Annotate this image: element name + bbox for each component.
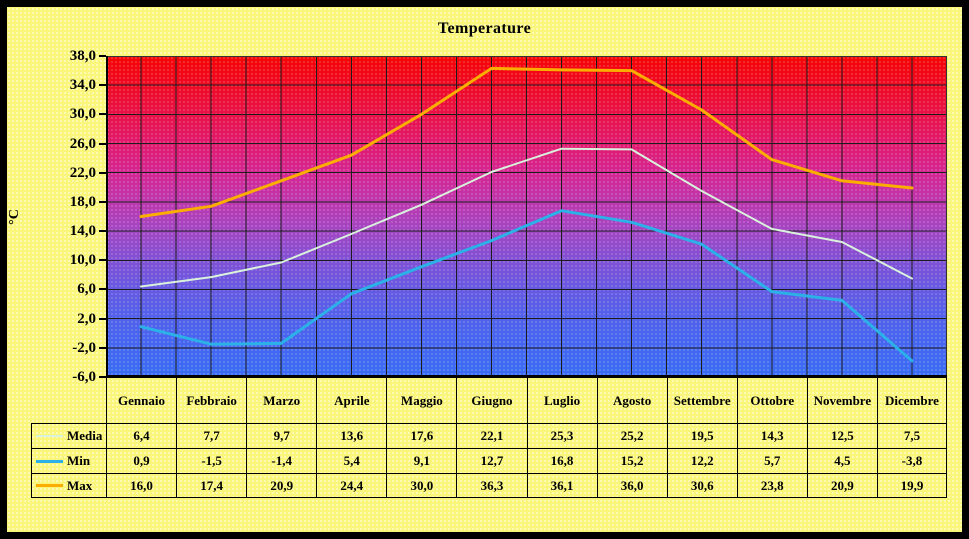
table-value-cell: 16,8 bbox=[526, 448, 597, 473]
y-tick-mark bbox=[99, 142, 106, 145]
table-value-cell: 36,1 bbox=[526, 473, 597, 498]
y-tick-mark bbox=[99, 84, 106, 87]
table-value-cell: 30,6 bbox=[666, 473, 737, 498]
month-header-cell: Aprile bbox=[316, 377, 387, 423]
table-value-cell: 25,2 bbox=[596, 423, 667, 448]
plot-area bbox=[106, 56, 947, 377]
y-tick-label: 26,0 bbox=[69, 135, 96, 152]
legend-key-media: Media bbox=[31, 423, 106, 448]
series-line-max bbox=[139, 66, 914, 218]
y-tick-label: -6,0 bbox=[72, 369, 96, 385]
y-tick-label: 30,0 bbox=[69, 106, 96, 123]
y-tick-mark bbox=[99, 288, 106, 291]
y-tick-label: 2,0 bbox=[77, 310, 96, 327]
table-corner-spacer bbox=[31, 377, 106, 423]
legend-swatch-max bbox=[36, 484, 63, 487]
data-table: Gennaio Febbraio Marzo Aprile Maggio Giugno Lu… bbox=[31, 377, 947, 498]
month-header-cell: Gennaio bbox=[106, 377, 177, 423]
table-value-cell: 19,5 bbox=[666, 423, 737, 448]
series-line-media bbox=[140, 147, 913, 288]
month-header-cell: Dicembre bbox=[876, 377, 947, 423]
table-value-cell: 24,4 bbox=[316, 473, 387, 498]
legend-key-min: Min bbox=[31, 448, 106, 473]
legend-swatch-media bbox=[36, 435, 63, 437]
legend-key-max: Max bbox=[31, 473, 106, 498]
y-tick-mark bbox=[99, 376, 106, 378]
month-header-cell: Maggio bbox=[386, 377, 457, 423]
table-value-cell: 5,7 bbox=[736, 448, 807, 473]
table-value-cell: 23,8 bbox=[736, 473, 807, 498]
table-value-cell: 5,4 bbox=[316, 448, 387, 473]
y-tick-label: 14,0 bbox=[69, 223, 96, 240]
table-value-cell: 7,5 bbox=[876, 423, 947, 448]
y-tick-mark bbox=[99, 317, 106, 320]
y-axis-title: °C bbox=[7, 209, 22, 225]
y-tick-label: 22,0 bbox=[69, 164, 96, 181]
legend-label: Media bbox=[67, 428, 103, 443]
legend-label: Min bbox=[67, 453, 91, 468]
table-value-cell: 17,6 bbox=[386, 423, 457, 448]
table-value-cell: -1,4 bbox=[246, 448, 317, 473]
y-tick-mark bbox=[99, 230, 106, 233]
y-tick-label: 18,0 bbox=[69, 193, 96, 210]
y-tick-label: 6,0 bbox=[77, 281, 96, 298]
table-value-cell: 25,3 bbox=[526, 423, 597, 448]
y-tick-mark bbox=[99, 259, 106, 262]
y-tick-mark bbox=[99, 171, 106, 174]
table-value-cell: 36,3 bbox=[456, 473, 527, 498]
y-tick-label: 34,0 bbox=[69, 77, 96, 94]
y-tick-mark bbox=[99, 113, 106, 116]
legend-label: Max bbox=[67, 477, 93, 493]
table-value-cell: 12,5 bbox=[806, 423, 877, 448]
y-tick-label: -2,0 bbox=[72, 339, 96, 356]
chart-title: Temperature bbox=[437, 20, 532, 37]
plot-canvas bbox=[106, 56, 947, 377]
table-value-cell: 20,9 bbox=[246, 473, 317, 498]
table-value-cell: 6,4 bbox=[106, 423, 177, 448]
table-value-cell: -1,5 bbox=[176, 448, 247, 473]
table-value-cell: 14,3 bbox=[736, 423, 807, 448]
table-value-cell: 22,1 bbox=[456, 423, 527, 448]
month-header-cell: Ottobre bbox=[736, 377, 807, 423]
y-tick-label: 38,0 bbox=[69, 48, 96, 64]
table-value-cell: 36,0 bbox=[596, 473, 667, 498]
table-value-cell: 30,0 bbox=[386, 473, 457, 498]
table-value-cell: 12,7 bbox=[456, 448, 527, 473]
month-header-cell: Marzo bbox=[246, 377, 317, 423]
month-header-cell: Febbraio bbox=[176, 377, 247, 423]
month-header-cell: Agosto bbox=[596, 377, 667, 423]
table-value-cell: 7,7 bbox=[176, 423, 247, 448]
table-value-cell: 13,6 bbox=[316, 423, 387, 448]
table-value-cell: 4,5 bbox=[806, 448, 877, 473]
series-line-min bbox=[139, 209, 914, 363]
month-header-cell: Settembre bbox=[666, 377, 737, 423]
legend-swatch-min bbox=[36, 459, 63, 463]
month-header-cell: Luglio bbox=[526, 377, 597, 423]
month-header-cell: Novembre bbox=[806, 377, 877, 423]
month-header-cell: Giugno bbox=[456, 377, 527, 423]
y-tick-mark bbox=[99, 346, 106, 349]
table-value-cell: 16,0 bbox=[106, 473, 177, 498]
table-value-cell: 12,2 bbox=[666, 448, 737, 473]
y-tick-mark bbox=[99, 55, 106, 57]
table-value-cell: 0,9 bbox=[106, 448, 177, 473]
table-value-cell: 20,9 bbox=[806, 473, 877, 498]
table-value-cell: 9,7 bbox=[246, 423, 317, 448]
table-value-cell: 15,2 bbox=[596, 448, 667, 473]
table-value-cell: 17,4 bbox=[176, 473, 247, 498]
table-value-cell: 19,9 bbox=[876, 473, 947, 498]
table-value-cell: -3,8 bbox=[876, 448, 947, 473]
y-tick-label: 10,0 bbox=[69, 252, 96, 269]
table-value-cell: 9,1 bbox=[386, 448, 457, 473]
y-tick-mark bbox=[99, 200, 106, 203]
